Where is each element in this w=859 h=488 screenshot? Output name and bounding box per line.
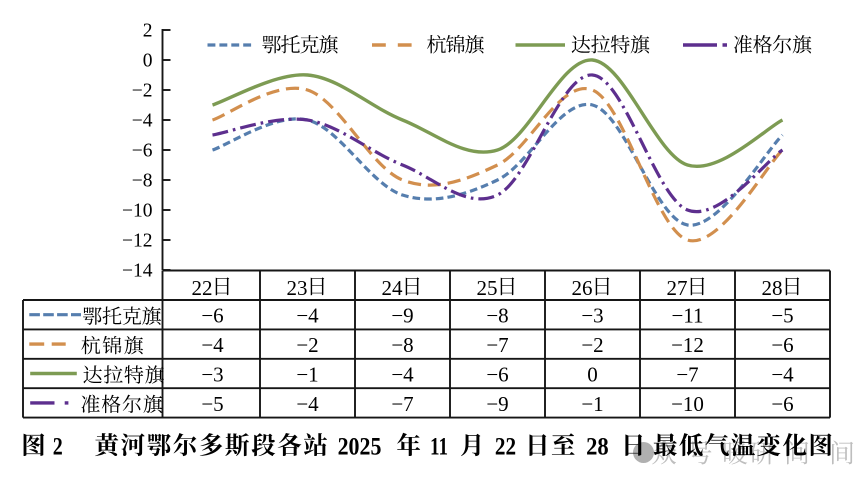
svg-text:28: 28 (762, 276, 783, 300)
svg-text:−12: −12 (671, 333, 704, 357)
svg-text:−6: −6 (771, 392, 793, 416)
svg-text:−4: −4 (391, 363, 414, 387)
svg-text:−7: −7 (486, 333, 508, 357)
svg-text:−3: −3 (201, 363, 223, 387)
svg-text:−11: −11 (671, 304, 703, 328)
svg-text:−9: −9 (486, 392, 508, 416)
svg-text:−1: −1 (581, 392, 603, 416)
svg-text:−4: −4 (132, 111, 153, 132)
svg-text:25: 25 (477, 276, 498, 300)
svg-text:28: 28 (586, 431, 609, 460)
svg-text:−5: −5 (771, 304, 793, 328)
svg-text:−8: −8 (132, 171, 153, 192)
svg-text:−3: −3 (581, 304, 603, 328)
svg-text:−12: −12 (122, 231, 153, 252)
svg-text:2025: 2025 (338, 431, 382, 460)
svg-text:−8: −8 (486, 304, 508, 328)
svg-text:22: 22 (192, 276, 213, 300)
svg-text:−10: −10 (671, 392, 704, 416)
svg-text:−10: −10 (122, 201, 153, 222)
svg-text:−6: −6 (486, 363, 508, 387)
svg-text:−14: −14 (122, 261, 153, 282)
svg-text:−5: −5 (201, 392, 223, 416)
svg-text:11: 11 (430, 431, 448, 460)
svg-text:−6: −6 (132, 141, 153, 162)
svg-text:27: 27 (667, 276, 688, 300)
svg-text:−8: −8 (391, 333, 413, 357)
svg-text:−7: −7 (391, 392, 413, 416)
svg-text:−1: −1 (296, 363, 318, 387)
svg-text:−6: −6 (201, 304, 223, 328)
svg-text:22: 22 (495, 431, 516, 460)
svg-text:−6: −6 (771, 333, 793, 357)
svg-text:−7: −7 (676, 363, 698, 387)
svg-text:−2: −2 (296, 333, 318, 357)
svg-text:0: 0 (587, 363, 598, 387)
svg-text:−2: −2 (132, 81, 153, 102)
svg-text:24: 24 (382, 276, 404, 300)
svg-text:26: 26 (572, 276, 593, 300)
svg-text:−4: −4 (296, 304, 319, 328)
svg-text:−4: −4 (771, 363, 794, 387)
svg-text:−9: −9 (391, 304, 413, 328)
svg-text:−4: −4 (201, 333, 224, 357)
svg-text:23: 23 (287, 276, 308, 300)
svg-text:−2: −2 (581, 333, 603, 357)
svg-text:−4: −4 (296, 392, 319, 416)
svg-text:0: 0 (143, 51, 153, 72)
svg-text:2: 2 (53, 431, 63, 460)
svg-text:2: 2 (143, 21, 153, 42)
